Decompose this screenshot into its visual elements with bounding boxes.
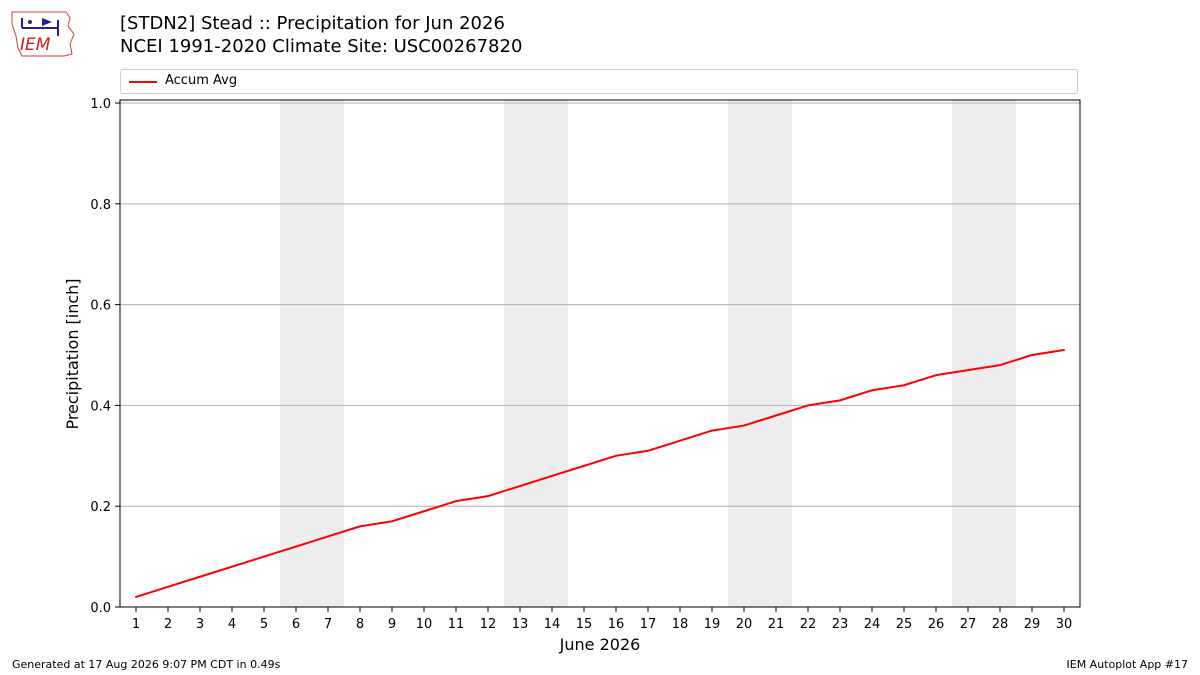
x-tick-label-14: 15 bbox=[576, 617, 593, 632]
weekend-bands bbox=[280, 100, 1016, 607]
x-tick-label-12: 13 bbox=[512, 617, 529, 632]
data-point-0-10 bbox=[455, 500, 457, 503]
x-tick-label-15: 16 bbox=[608, 617, 625, 632]
y-axis-label: Precipitation [inch] bbox=[63, 278, 82, 429]
data-point-0-18 bbox=[711, 429, 713, 432]
data-point-0-9 bbox=[423, 510, 425, 513]
x-tick-label-0: 1 bbox=[132, 617, 140, 632]
x-tick-label-7: 8 bbox=[356, 617, 364, 632]
data-point-0-1 bbox=[167, 585, 169, 588]
plot-frame bbox=[119, 99, 1081, 608]
data-point-0-24 bbox=[903, 384, 905, 387]
data-point-0-3 bbox=[231, 565, 233, 568]
generated-timestamp: Generated at 17 Aug 2026 9:07 PM CDT in … bbox=[12, 658, 281, 671]
weekend-band-0 bbox=[280, 100, 344, 607]
data-point-0-15 bbox=[615, 454, 617, 457]
x-tick-label-24: 25 bbox=[896, 617, 913, 632]
y-axis-ticks: 0.0 0.2 0.4 0.6 0.8 1.0 bbox=[90, 97, 120, 616]
x-tick-label-22: 23 bbox=[832, 617, 849, 632]
y-tick-label-4: 0.8 bbox=[90, 198, 111, 213]
legend-label-accum-avg: Accum Avg bbox=[165, 73, 238, 88]
x-tick-label-17: 18 bbox=[672, 617, 689, 632]
x-tick-label-5: 6 bbox=[292, 617, 300, 632]
data-point-0-0 bbox=[135, 595, 137, 598]
data-point-0-23 bbox=[871, 389, 873, 392]
y-tick-label-0: 0.0 bbox=[90, 601, 111, 616]
chart-subtitle: NCEI 1991-2020 Climate Site: USC00267820 bbox=[120, 36, 523, 57]
legend: Accum Avg bbox=[120, 69, 1078, 94]
data-point-0-19 bbox=[743, 424, 745, 427]
y-tick-label-3: 0.6 bbox=[90, 299, 111, 314]
data-point-0-12 bbox=[519, 485, 521, 488]
data-point-0-28 bbox=[1031, 354, 1033, 357]
data-point-0-11 bbox=[487, 495, 489, 498]
weekend-band-2 bbox=[728, 100, 792, 607]
data-point-0-25 bbox=[935, 374, 937, 377]
x-axis-ticks: 1 2 3 4 5 6 7 8 9 10 11 12 13 14 15 16 17 18 19 20 21 22 23 24 2… bbox=[132, 607, 1072, 632]
data-point-0-21 bbox=[807, 404, 809, 407]
x-tick-label-13: 14 bbox=[544, 617, 561, 632]
data-point-0-13 bbox=[551, 474, 553, 477]
data-point-0-27 bbox=[999, 364, 1001, 367]
x-tick-label-23: 24 bbox=[864, 617, 881, 632]
data-point-0-2 bbox=[199, 575, 201, 578]
x-tick-label-16: 17 bbox=[640, 617, 657, 632]
x-tick-label-25: 26 bbox=[928, 617, 945, 632]
x-tick-label-4: 5 bbox=[260, 617, 268, 632]
y-tick-label-1: 0.2 bbox=[90, 500, 111, 515]
x-tick-label-8: 9 bbox=[388, 617, 396, 632]
data-point-0-29 bbox=[1063, 348, 1065, 351]
x-tick-label-3: 4 bbox=[228, 617, 236, 632]
data-point-0-14 bbox=[583, 464, 585, 467]
data-point-0-17 bbox=[679, 439, 681, 442]
iem-logo: IEM bbox=[8, 6, 80, 64]
y-tick-label-2: 0.4 bbox=[90, 399, 111, 414]
app-label: IEM Autoplot App #17 bbox=[1066, 658, 1189, 671]
x-tick-label-1: 2 bbox=[164, 617, 172, 632]
x-tick-label-28: 29 bbox=[1024, 617, 1041, 632]
x-tick-label-27: 28 bbox=[992, 617, 1009, 632]
grid-lines bbox=[120, 102, 1080, 507]
x-tick-label-10: 11 bbox=[448, 617, 465, 632]
data-point-0-7 bbox=[359, 525, 361, 528]
data-point-0-6 bbox=[327, 535, 329, 538]
x-tick-label-18: 19 bbox=[704, 617, 721, 632]
logo-text: IEM bbox=[20, 35, 51, 55]
data-point-0-20 bbox=[775, 414, 777, 417]
weekend-band-1 bbox=[504, 100, 568, 607]
x-tick-label-21: 22 bbox=[800, 617, 817, 632]
x-tick-label-29: 30 bbox=[1056, 617, 1073, 632]
x-tick-label-2: 3 bbox=[196, 617, 204, 632]
x-tick-label-20: 21 bbox=[768, 617, 785, 632]
legend-swatch-accum-avg bbox=[129, 81, 157, 83]
chart-title: [STDN2] Stead :: Precipitation for Jun 2… bbox=[120, 13, 505, 34]
data-point-0-4 bbox=[263, 555, 265, 558]
title-block: [STDN2] Stead :: Precipitation for Jun 2… bbox=[120, 12, 522, 58]
x-tick-label-19: 20 bbox=[736, 617, 753, 632]
data-point-0-16 bbox=[647, 449, 649, 452]
data-point-0-5 bbox=[295, 545, 297, 548]
x-tick-label-6: 7 bbox=[324, 617, 332, 632]
weekend-band-3 bbox=[952, 100, 1016, 607]
x-tick-label-11: 12 bbox=[480, 617, 497, 632]
x-axis-label: June 2026 bbox=[559, 635, 641, 654]
y-tick-label-5: 1.0 bbox=[90, 97, 111, 112]
series-layer bbox=[135, 348, 1065, 598]
data-point-0-22 bbox=[839, 399, 841, 402]
x-tick-label-9: 10 bbox=[416, 617, 433, 632]
data-point-0-8 bbox=[391, 520, 393, 523]
series-line-0 bbox=[135, 348, 1065, 598]
data-point-0-26 bbox=[967, 369, 969, 372]
x-tick-label-26: 27 bbox=[960, 617, 977, 632]
